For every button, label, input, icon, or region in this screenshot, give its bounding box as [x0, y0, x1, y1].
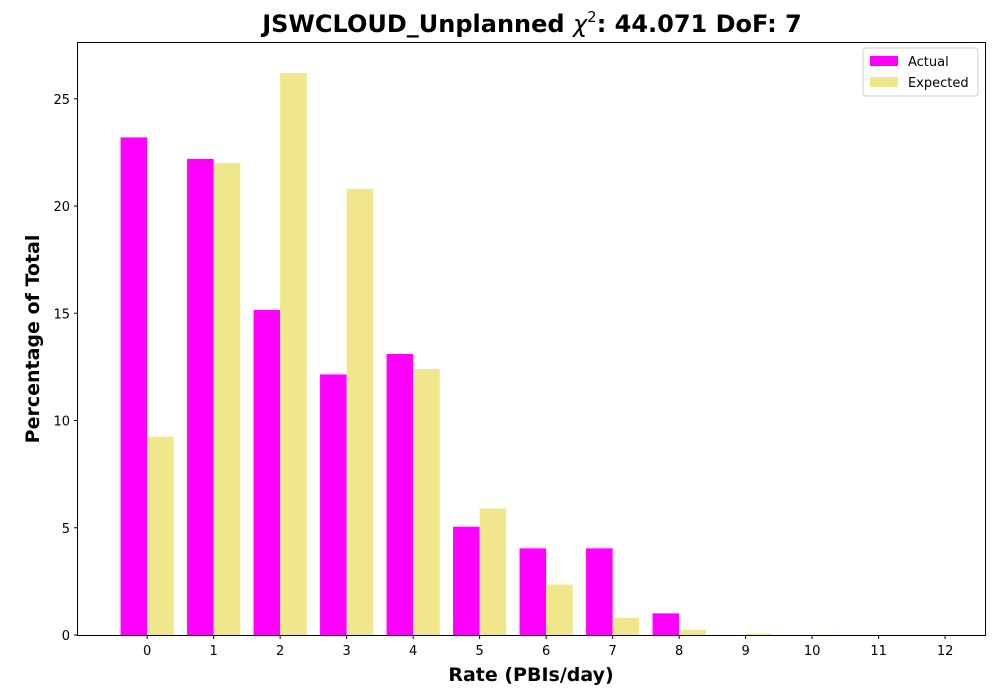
- bar-actual-4: [386, 354, 414, 635]
- legend-swatch-actual: [870, 56, 898, 66]
- chart-title-suffix: : 44.071 DoF: 7: [597, 10, 802, 38]
- bar-expected-1: [213, 163, 241, 635]
- y-tick-label: 0: [62, 629, 70, 644]
- x-axis-label: Rate (PBIs/day): [448, 664, 613, 686]
- bar-actual-2: [253, 310, 281, 635]
- bar-actual-5: [453, 526, 480, 635]
- x-tick-label: 2: [276, 644, 284, 659]
- bar-expected-7: [612, 617, 640, 635]
- bar-expected-9: [745, 633, 773, 635]
- bar-actual-1: [187, 158, 214, 635]
- x-tick-label: 4: [409, 644, 417, 659]
- x-tick-label: 11: [870, 644, 887, 659]
- bar-actual-3: [320, 374, 347, 635]
- y-ticks-group: 0 5 10 15 20 25: [53, 93, 78, 644]
- y-tick-label: 5: [62, 522, 70, 537]
- x-tick-label: 1: [210, 644, 218, 659]
- x-tick-label: 6: [542, 644, 550, 659]
- x-tick-label: 5: [475, 644, 483, 659]
- x-tick-label: 9: [741, 644, 749, 659]
- x-ticks-group: 0 1 2 3 4 5 6 7 8 9 10 11 12: [143, 635, 953, 659]
- y-tick-label: 10: [53, 415, 70, 430]
- y-axis-label: Percentage of Total: [22, 235, 44, 444]
- y-tick-label: 25: [53, 93, 70, 108]
- bars-group: [120, 73, 972, 635]
- chart-title: JSWCLOUD_Unplanned χ2: 44.071 DoF: 7: [260, 8, 802, 38]
- x-tick-label: 12: [937, 644, 954, 659]
- chart-title-superscript: 2: [587, 8, 597, 26]
- bar-actual-0: [120, 137, 148, 635]
- x-tick-label: 3: [343, 644, 351, 659]
- bar-actual-7: [586, 548, 613, 635]
- bar-actual-6: [519, 548, 547, 635]
- chart-title-prefix: JSWCLOUD_Unplanned: [260, 10, 573, 38]
- legend-label-actual: Actual: [908, 55, 949, 70]
- bar-expected-0: [147, 436, 174, 635]
- bar-expected-4: [413, 369, 440, 635]
- bar-expected-5: [479, 508, 507, 635]
- bar-expected-3: [346, 188, 374, 635]
- chart-title-symbol: χ: [571, 10, 588, 38]
- x-tick-label: 0: [143, 644, 151, 659]
- plot-frame: [77, 42, 986, 636]
- y-tick-label: 15: [53, 307, 70, 322]
- y-tick-label: 20: [53, 200, 70, 215]
- x-tick-label: 8: [675, 644, 683, 659]
- bar-expected-6: [546, 584, 573, 635]
- legend-label-expected: Expected: [908, 76, 969, 91]
- bar-actual-8: [652, 613, 680, 635]
- x-tick-label: 7: [608, 644, 616, 659]
- bar-expected-8: [679, 629, 706, 635]
- legend-swatch-expected: [870, 77, 898, 87]
- legend: Actual Expected: [862, 47, 979, 97]
- x-tick-label: 10: [804, 644, 821, 659]
- bar-expected-2: [280, 73, 307, 635]
